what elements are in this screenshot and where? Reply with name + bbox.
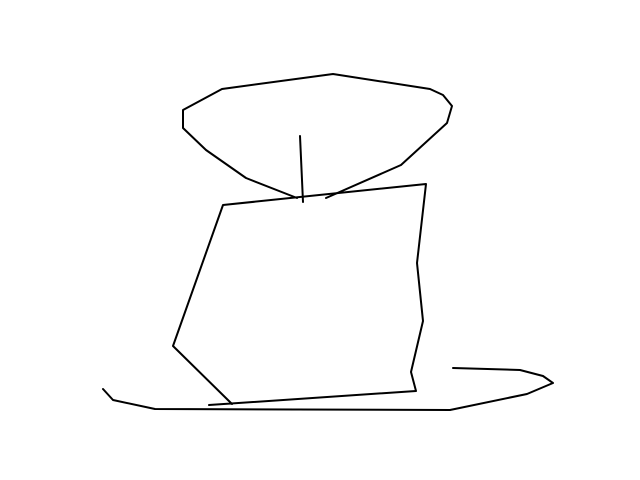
sketch-strokes [102,73,554,411]
body-outline [172,183,427,406]
vertical-stem [299,135,304,203]
top-lobe-outline [182,73,453,199]
base-line [102,367,554,411]
